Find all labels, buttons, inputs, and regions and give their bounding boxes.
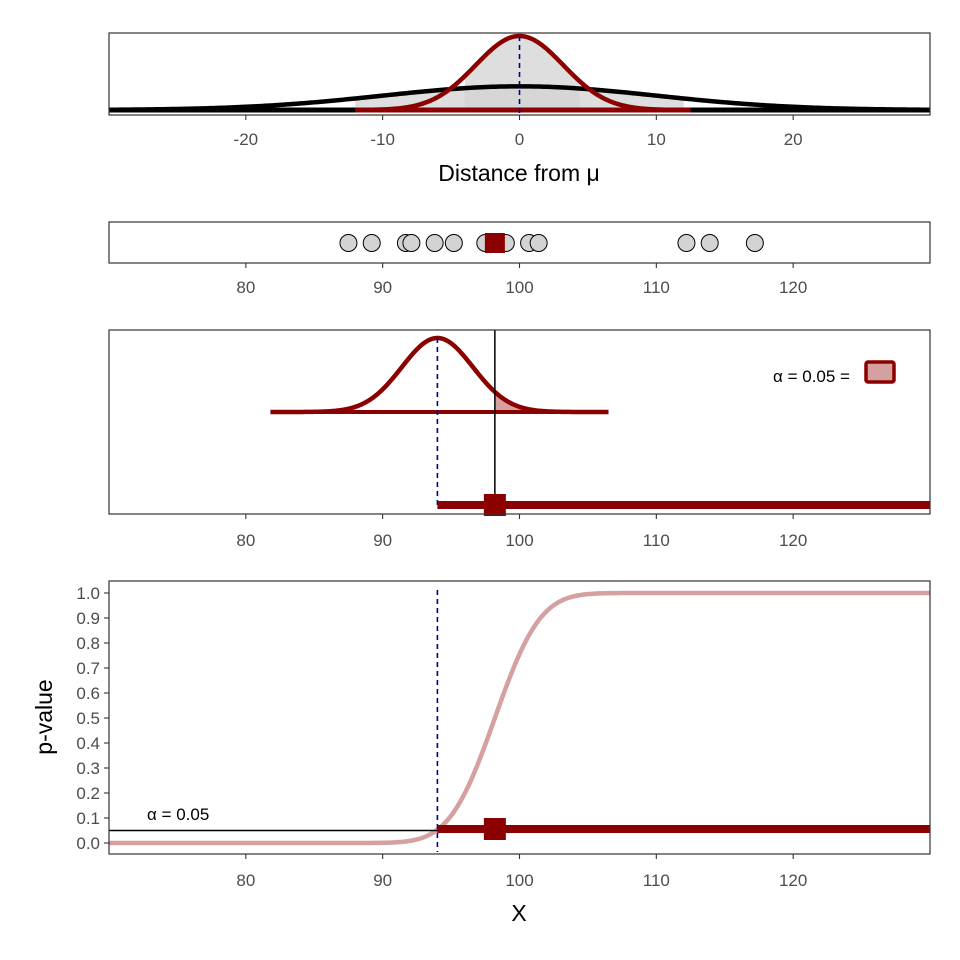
p3-x-tick-label: 90: [373, 531, 392, 550]
sample-point: [745, 234, 764, 252]
p1-x-tick-label: -20: [234, 130, 259, 149]
p4-y-tick-label: 0.9: [76, 609, 100, 628]
p4-x-tick-label: 120: [779, 871, 807, 890]
p1-curves: [108, 33, 931, 113]
p4-x-tick-label: 90: [373, 871, 392, 890]
p1-x-tick-label: 0: [515, 130, 524, 149]
p3-panel-border: [108, 329, 931, 515]
p1-wide-density-curve: [108, 84, 931, 112]
p4-y-tick-label: 0.6: [76, 684, 100, 703]
p4-x-axis: 80 90 100 110 120: [236, 854, 807, 890]
p4-x-tick-label: 110: [643, 871, 670, 890]
p4-panel-border: [108, 580, 931, 855]
p3-x-axis: 80 90 100 110 120: [236, 514, 807, 550]
p4-y-tick-label: 1.0: [76, 584, 100, 603]
p1-narrow-density-curve: [354, 33, 692, 113]
p3-alpha-legend-text: α = 0.05 =: [773, 367, 850, 386]
sample-point: [402, 234, 421, 252]
panel-distance-from-mu: -20 -10 0 10 20 Distance from μ: [108, 32, 931, 186]
p1-x-tick-label: -10: [370, 130, 395, 149]
p4-p-value-curve: [108, 590, 931, 846]
p1-x-axis: -20 -10 0 10 20: [234, 115, 803, 149]
p1-x-tick-label: 20: [784, 130, 803, 149]
sample-mean-marker: [484, 233, 505, 253]
p3-density-curve: [269, 335, 610, 415]
p4-y-tick-label: 0.4: [76, 734, 100, 753]
p4-y-tick-label: 0.0: [76, 834, 100, 853]
p4-y-tick-label: 0.5: [76, 709, 100, 728]
p2-x-tick-label: 90: [373, 278, 392, 297]
panel-p-value-function: 80 90 100 110 120 0.00.10.20.30.40.50.60.70.…: [31, 580, 931, 926]
p3-x-tick-label: 80: [236, 531, 255, 550]
p4-x-tick-label: 80: [236, 871, 255, 890]
p3-x-tick-label: 110: [643, 531, 670, 550]
p3-content: [269, 330, 930, 516]
p4-y-tick-label: 0.3: [76, 759, 100, 778]
p2-x-axis: 80 90 100 110 120: [236, 263, 807, 297]
p1-x-axis-title: Distance from μ: [438, 160, 600, 186]
p4-y-axis: 0.0 0.1 0.2 0.3 0.4 0.5 0.6 0.7 0.8 0.9 1.0: [76, 584, 109, 853]
p4-y-axis-title: p-value: [31, 679, 57, 754]
p3-x-tick-label: 100: [505, 531, 533, 550]
sample-point: [529, 234, 548, 252]
p4-interval-point-marker: [483, 818, 506, 840]
p3-interval-point-marker: [483, 494, 506, 516]
p2-x-tick-label: 80: [236, 278, 255, 297]
sample-point: [700, 234, 719, 252]
p4-alpha-label: α = 0.05: [147, 805, 209, 824]
panel-confidence-distribution: 80 90 100 110 120 α = 0.05 =: [108, 329, 931, 550]
sample-point: [362, 234, 381, 252]
sample-point: [339, 234, 358, 252]
p4-y-tick-label: 0.7: [76, 659, 100, 678]
panel-sample-points: 80 90 100 110 120: [108, 221, 931, 297]
p4-x-axis-title: X: [511, 900, 526, 926]
p4-x-tick-label: 100: [505, 871, 533, 890]
p3-alpha-legend-key: [864, 360, 896, 384]
p2-panel-border: [108, 221, 931, 264]
p2-x-tick-label: 120: [779, 278, 807, 297]
p1-x-tick-label: 10: [647, 130, 666, 149]
sample-point: [677, 234, 696, 252]
p4-content: [108, 590, 931, 852]
p2-x-tick-label: 110: [643, 278, 670, 297]
p2-x-tick-label: 100: [505, 278, 533, 297]
p2-sample-points: [339, 233, 764, 253]
p4-y-tick-label: 0.8: [76, 634, 100, 653]
p3-x-tick-label: 120: [779, 531, 807, 550]
p3-alpha-tail-shade: [494, 391, 609, 412]
sample-point: [444, 234, 463, 252]
p1-narrow-density-fill: [464, 36, 580, 110]
p4-y-tick-label: 0.1: [76, 809, 100, 828]
p4-y-tick-label: 0.2: [76, 784, 100, 803]
sample-point: [425, 234, 444, 252]
